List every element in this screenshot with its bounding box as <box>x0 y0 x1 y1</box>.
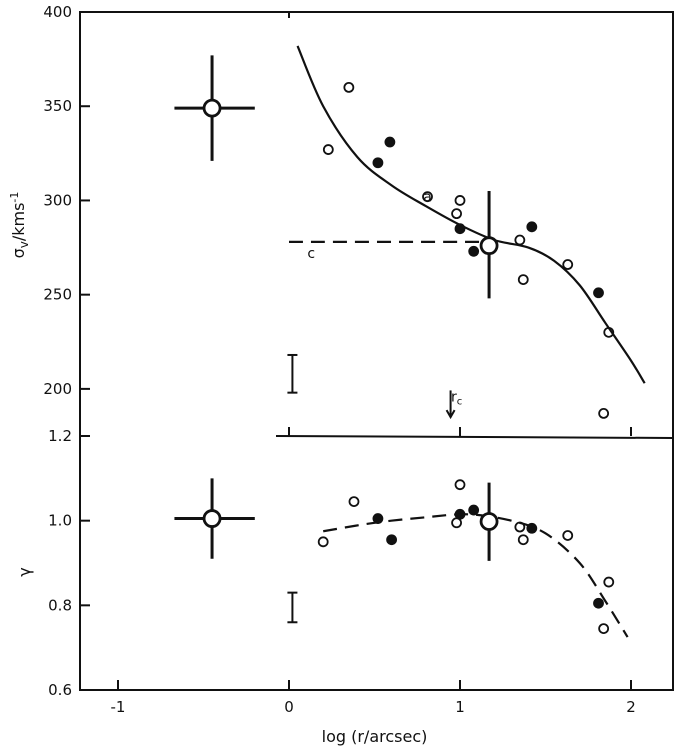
y-axis-title-lower: γ <box>15 567 34 576</box>
upper-panel: c a rc <box>174 45 646 420</box>
x-tick-label: -1 <box>111 698 126 716</box>
y-tick-label-lower: 1.0 <box>48 512 72 530</box>
lower-mean-point <box>202 509 222 528</box>
x-tick-label: 0 <box>284 698 294 716</box>
upper-open-point <box>322 144 334 155</box>
upper-filled-point <box>593 287 604 299</box>
plot-frame <box>79 11 674 691</box>
upper-open-point <box>343 81 355 93</box>
lower-open-point <box>317 536 329 548</box>
lower-filled-point <box>593 597 604 609</box>
y-tick-label-upper: 350 <box>43 97 72 115</box>
upper-open-point <box>451 208 462 220</box>
y-tick-label-lower: 1.2 <box>48 427 72 445</box>
upper-filled-point <box>372 157 384 169</box>
upper-open-point <box>517 274 529 285</box>
plot-border <box>79 11 674 691</box>
lower-panel <box>174 478 629 638</box>
x-axis-title: log (r/arcsec) <box>322 727 428 746</box>
upper-filled-point <box>526 221 538 233</box>
y-tick-label-upper: 300 <box>43 191 72 209</box>
lower-open-point <box>348 496 360 508</box>
x-tick-label: 2 <box>626 698 636 716</box>
upper-filled-point <box>384 136 396 148</box>
lower-dashed-curve <box>323 513 629 638</box>
y-tick-label-upper: 200 <box>43 380 72 398</box>
x-tick-label: 1 <box>455 698 465 716</box>
lower-open-point <box>603 576 615 588</box>
y-tick-label-upper: 250 <box>43 286 72 304</box>
upper-annotation: c <box>307 246 315 262</box>
upper-mean-point <box>202 98 222 118</box>
lower-filled-point <box>386 534 398 546</box>
lower-mean-point <box>479 512 499 531</box>
panel-divider <box>275 435 674 439</box>
upper-open-point <box>514 234 526 246</box>
y-tick-label-lower: 0.8 <box>48 596 72 614</box>
lower-filled-point <box>468 504 480 516</box>
lower-open-point <box>517 534 529 546</box>
lower-open-point <box>562 530 574 541</box>
upper-annotation: a <box>423 190 432 206</box>
upper-arrow-head <box>445 409 456 420</box>
upper-filled-point <box>468 245 480 257</box>
lower-open-point <box>598 623 610 635</box>
upper-mean-point <box>479 236 499 256</box>
upper-open-point <box>562 259 574 270</box>
upper-fit-curve <box>296 45 646 384</box>
y-axis-title-upper: σv/kms-1 <box>8 192 31 259</box>
y-tick-label-upper: 400 <box>43 3 72 21</box>
upper-annotation: rc <box>451 389 462 407</box>
lower-open-point <box>454 479 466 491</box>
upper-open-point <box>454 195 466 206</box>
axis-labels: -1 0 1 2 200 250 300 350 400 0.6 0.8 1.0 1.2 log (r/a… <box>8 3 636 746</box>
upper-open-point <box>598 407 610 419</box>
y-tick-label-lower: 0.6 <box>48 681 72 699</box>
upper-open-point <box>422 191 433 203</box>
